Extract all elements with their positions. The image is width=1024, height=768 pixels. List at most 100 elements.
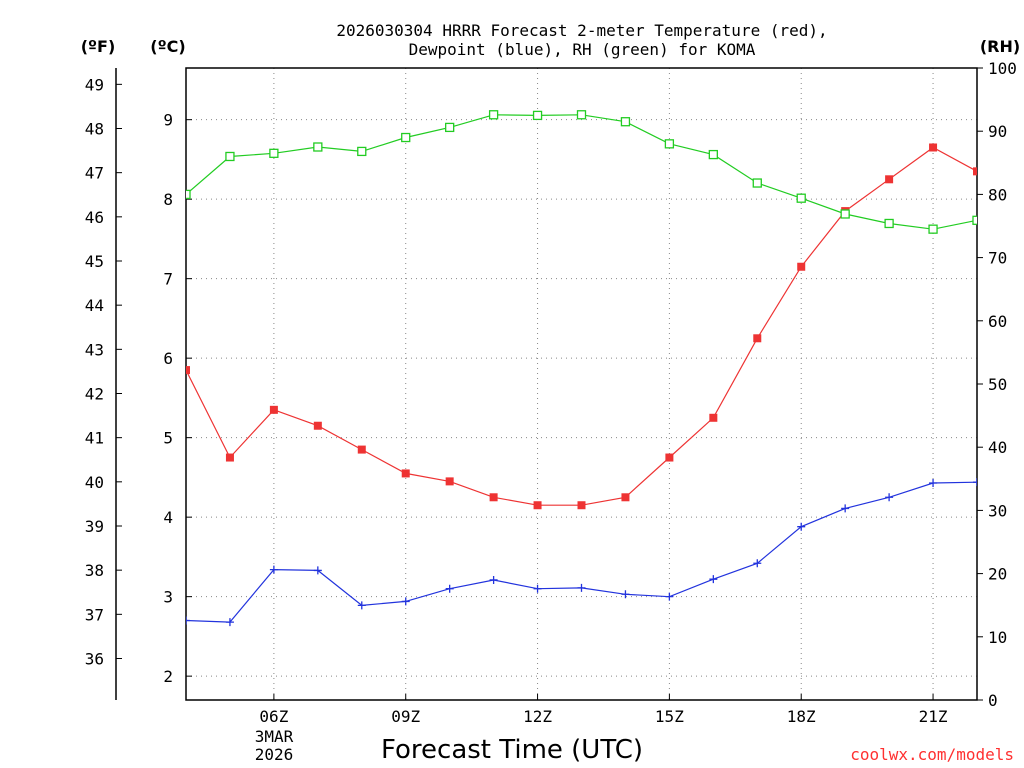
celsius-tick-label-3: 3	[163, 588, 173, 607]
rh-point-14	[620, 117, 631, 127]
dewpoint-point-5	[225, 618, 234, 627]
fahrenheit-tick-label-41: 41	[85, 429, 104, 448]
dewpoint-point-13	[577, 583, 586, 592]
dewpoint-point-21	[929, 478, 938, 487]
fahrenheit-tick-label-48: 48	[85, 120, 104, 139]
celsius-tick-label-6: 6	[163, 349, 173, 368]
chart-title-line2: Dewpoint (blue), RH (green) for KOMA	[409, 40, 756, 59]
dewpoint-point-4	[186, 616, 190, 625]
rh-point-6	[269, 148, 279, 158]
date-label-year: 2026	[255, 745, 294, 764]
chart-title-line1: 2026030304 HRRR Forecast 2-meter Tempera…	[336, 21, 827, 40]
dewpoint-point-20	[885, 493, 894, 502]
rh-point-11	[488, 110, 499, 120]
rh-point-12	[532, 110, 543, 121]
rh-point-19	[840, 209, 850, 219]
2-meter-temperature-point-15	[665, 453, 674, 462]
fahrenheit-axis: 36 37 38 39 40 41 42 43 44 45 46 47 48 49	[85, 75, 122, 668]
2-meter-temperature-point-21	[929, 143, 938, 152]
rh-tick-label-90: 90	[988, 122, 1007, 141]
time-tick-label-06z: 06Z	[259, 707, 288, 726]
rh-point-5	[225, 151, 235, 162]
time-tick-label-09z: 09Z	[391, 707, 420, 726]
2-meter-temperature-point-11	[489, 493, 498, 502]
fahrenheit-tick-label-40: 40	[85, 473, 104, 492]
rh-tick-label-80: 80	[988, 185, 1007, 204]
2-meter-temperature-point-4	[186, 366, 190, 375]
rh-point-13	[576, 110, 587, 120]
fahrenheit-tick-label-44: 44	[85, 296, 104, 315]
rh-tick-label-50: 50	[988, 375, 1007, 394]
dewpoint-point-17	[753, 559, 762, 568]
rh-tick-label-40: 40	[988, 438, 1007, 457]
fahrenheit-tick-label-37: 37	[85, 605, 104, 624]
2-meter-temperature-point-10	[445, 477, 454, 486]
2-meter-temperature-point-6	[269, 405, 278, 414]
rh-point-4	[186, 189, 191, 200]
fahrenheit-tick-label-46: 46	[85, 208, 104, 227]
fahrenheit-tick-label-42: 42	[85, 384, 104, 403]
dewpoint-point-16	[709, 575, 718, 584]
celsius-unit-label: (ºC)	[150, 37, 185, 56]
rh-axis: 0 10 20 30 40 50 60 70 80 90 100	[977, 59, 1017, 710]
rh-unit-label: (RH)	[980, 37, 1020, 56]
dewpoint-point-6	[269, 565, 278, 574]
2-meter-temperature-point-16	[709, 413, 718, 422]
rh-point-17	[752, 178, 762, 188]
dewpoint-point-22	[973, 478, 977, 487]
rh-point-21	[928, 224, 938, 234]
celsius-tick-label-2: 2	[163, 667, 173, 686]
2-meter-temperature-point-14	[621, 493, 630, 502]
rh-point-7	[313, 142, 323, 152]
fahrenheit-tick-label-36: 36	[85, 649, 104, 668]
2-meter-temperature-point-18	[797, 262, 806, 271]
2-meter-temperature-point-20	[885, 175, 894, 184]
time-tick-label-12z: 12Z	[523, 707, 552, 726]
fahrenheit-tick-label-49: 49	[85, 75, 104, 94]
dewpoint-series	[186, 478, 977, 627]
time-tick-label-18z: 18Z	[787, 707, 816, 726]
celsius-tick-label-8: 8	[163, 190, 173, 209]
dewpoint-point-11	[489, 575, 498, 584]
fahrenheit-tick-label-45: 45	[85, 252, 104, 271]
fahrenheit-tick-label-43: 43	[85, 340, 104, 359]
2-meter-temperature-point-17	[753, 334, 762, 343]
celsius-tick-label-4: 4	[163, 508, 173, 527]
date-label-month: 3MAR	[255, 727, 294, 746]
dewpoint-point-7	[313, 566, 322, 575]
series-layer	[186, 110, 977, 627]
rh-tick-label-30: 30	[988, 501, 1007, 520]
2-meter-temperature-point-7	[313, 421, 322, 430]
x-axis-title: Forecast Time (UTC)	[381, 735, 643, 765]
rh-tick-label-20: 20	[988, 565, 1007, 584]
rh-point-22	[972, 215, 977, 225]
time-axis: 06Z 09Z 12Z 15Z 18Z 21Z	[259, 694, 948, 726]
celsius-tick-label-9: 9	[163, 111, 173, 130]
rh-point-10	[445, 122, 455, 133]
fahrenheit-tick-label-38: 38	[85, 561, 104, 580]
rh-tick-label-10: 10	[988, 628, 1007, 647]
fahrenheit-tick-label-47: 47	[85, 164, 104, 183]
dewpoint-point-9	[401, 597, 410, 606]
rh-point-18	[796, 193, 806, 203]
2-meter-temperature-point-8	[357, 445, 366, 454]
dewpoint-point-10	[445, 584, 454, 593]
rh-tick-label-60: 60	[988, 312, 1007, 331]
rh-point-20	[884, 218, 894, 229]
celsius-axis: 2 3 4 5 6 7 8 9	[163, 111, 192, 686]
credit-label: coolwx.com/models	[850, 745, 1014, 764]
fahrenheit-unit-label: (ºF)	[81, 37, 116, 56]
rh-point-8	[357, 146, 367, 157]
time-tick-label-21z: 21Z	[919, 707, 948, 726]
gridlines	[186, 68, 977, 700]
dewpoint-point-15	[665, 592, 674, 601]
2-meter-temperature-point-13	[577, 501, 586, 510]
dewpoint-point-12	[533, 584, 542, 593]
2-meter-temperature-point-5	[225, 453, 234, 462]
celsius-tick-label-7: 7	[163, 270, 173, 289]
dewpoint-point-8	[357, 601, 366, 610]
dewpoint-point-19	[841, 504, 850, 513]
rh-tick-label-0: 0	[988, 691, 998, 710]
